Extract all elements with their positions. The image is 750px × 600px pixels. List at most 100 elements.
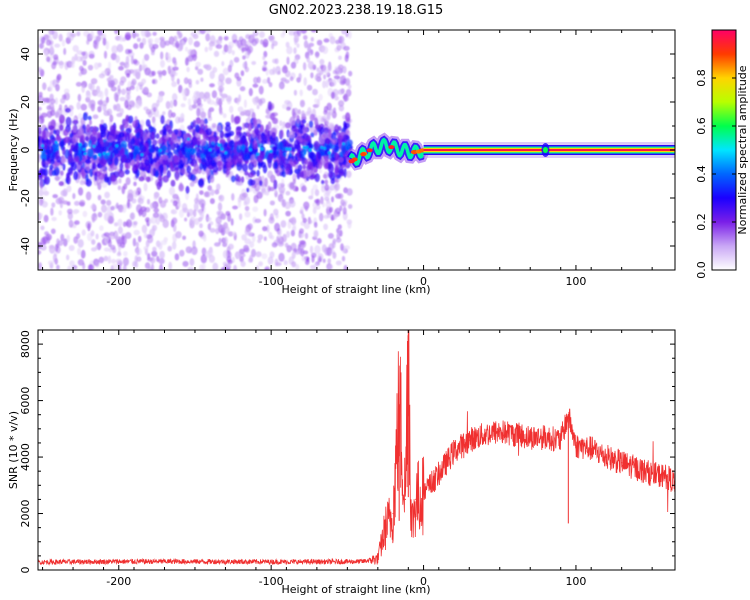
snr-point [499, 431, 501, 433]
spectral-point [48, 102, 55, 110]
spectral-point [151, 116, 156, 124]
spectral-point [69, 260, 75, 267]
spectral-point [296, 43, 300, 48]
spectral-point [299, 228, 304, 234]
spectral-point [38, 250, 42, 255]
spectral-point [78, 142, 82, 146]
spectral-point [314, 117, 319, 127]
spectral-point [167, 245, 172, 252]
spectral-point [274, 161, 278, 169]
spectral-point [318, 169, 323, 174]
spectral-point [259, 151, 265, 160]
spectral-point [230, 175, 236, 183]
spectral-point [211, 123, 217, 128]
spectral-point [232, 231, 237, 236]
spectral-point [152, 122, 157, 128]
spectral-point [210, 189, 215, 196]
spectral-point [306, 257, 310, 263]
spectral-point [223, 36, 229, 41]
spectral-point [199, 162, 204, 171]
spectral-point [80, 56, 84, 62]
spectral-point [268, 35, 275, 41]
spectral-point [331, 196, 334, 203]
spectral-point [88, 83, 93, 90]
spectral-point [197, 179, 204, 187]
spectral-point [234, 251, 241, 260]
spectral-point [273, 179, 278, 190]
spectral-point [78, 144, 83, 154]
spectral-point [116, 44, 124, 53]
spectral-point [151, 70, 156, 76]
spectral-point [343, 167, 347, 178]
spectral-point [103, 110, 110, 117]
spectral-point [252, 30, 259, 37]
spectral-point [167, 143, 172, 154]
spectral-point [263, 60, 268, 66]
spectral-point [113, 104, 117, 111]
spectral-point [87, 148, 94, 158]
spectral-point [205, 63, 211, 70]
spectral-point [243, 201, 248, 206]
spectral-point [262, 226, 268, 232]
spectral-point [216, 125, 222, 132]
spectral-point [133, 229, 140, 236]
colorbar-tick-label: 0.4 [695, 165, 708, 183]
spectral-point [336, 44, 342, 51]
spectral-point [253, 117, 258, 128]
spectral-point [269, 251, 275, 259]
spectral-point [314, 143, 319, 151]
spectral-point [173, 99, 178, 107]
spectral-point [47, 151, 51, 159]
spectral-point [174, 166, 180, 171]
spectral-point [107, 255, 111, 264]
spectral-point [257, 161, 262, 170]
spectral-point [218, 160, 223, 170]
spectral-point [337, 89, 345, 95]
spectral-point [248, 88, 253, 97]
spectral-point [312, 88, 318, 96]
spectral-point [95, 245, 99, 250]
snr-point [468, 439, 470, 441]
spectral-point [315, 51, 320, 59]
spectral-point [103, 255, 109, 262]
spectral-point [208, 254, 215, 263]
spectral-point [106, 199, 112, 206]
spectral-point [155, 153, 160, 160]
spectral-point [316, 238, 322, 244]
spectral-point [48, 145, 54, 154]
spectral-point [199, 30, 206, 35]
spectral-point [281, 199, 286, 208]
spectral-point [244, 211, 251, 218]
spectral-point [151, 51, 155, 56]
spectral-point [315, 204, 321, 210]
spectral-point [181, 203, 188, 212]
spectral-point [130, 138, 136, 146]
spectral-point [74, 220, 80, 225]
spectral-point [121, 154, 128, 162]
spectral-point [180, 103, 186, 108]
spectral-point [247, 223, 253, 230]
spectral-point [250, 154, 255, 162]
spectral-point [48, 244, 55, 249]
spectral-point [293, 89, 297, 96]
spectral-point [319, 58, 325, 66]
spectral-point [39, 179, 44, 189]
spectral-point [51, 216, 57, 222]
spectral-point [151, 250, 158, 257]
spectral-point [136, 37, 141, 42]
transition-peak [360, 152, 367, 157]
spectral-point [182, 235, 187, 240]
spectral-point [169, 100, 174, 109]
spectral-point [166, 52, 171, 60]
spectral-point [274, 222, 281, 232]
snr-point [404, 498, 406, 500]
spectral-point [86, 124, 91, 133]
spectral-point [258, 98, 263, 107]
spectral-point [337, 166, 344, 174]
spectral-point [125, 232, 132, 239]
spectral-point [283, 64, 288, 71]
spectral-point [38, 126, 42, 135]
spectral-point [128, 100, 135, 108]
spectral-point [346, 170, 352, 178]
